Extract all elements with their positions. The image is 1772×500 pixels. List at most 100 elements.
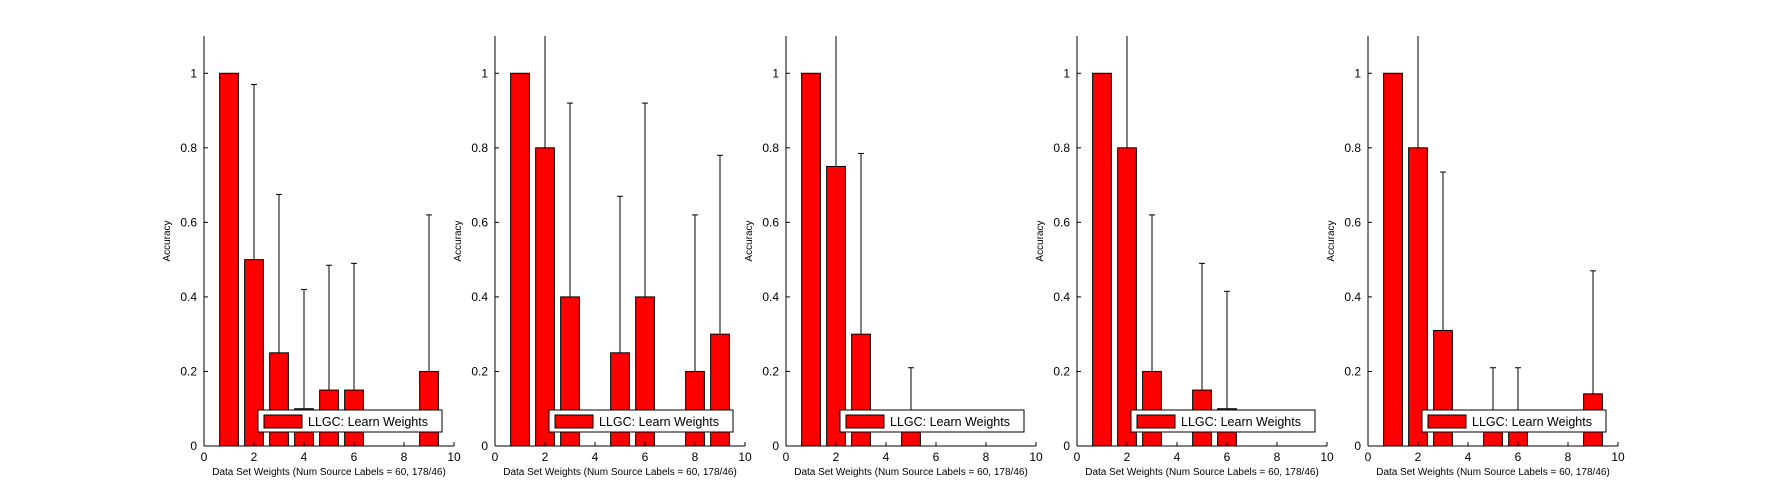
y-tick-label: 0.2 <box>762 364 779 378</box>
x-tick-label: 6 <box>1515 450 1522 464</box>
bar <box>685 370 705 447</box>
bar <box>1383 72 1403 447</box>
legend-box <box>1130 409 1316 433</box>
legend-swatch <box>1427 414 1467 429</box>
bar <box>801 72 821 447</box>
y-tick-label: 1 <box>772 66 779 80</box>
x-tick-label: 0 <box>783 450 790 464</box>
legend-box <box>257 409 443 433</box>
legend-label: LLGC: Learn Weights <box>599 415 719 429</box>
x-tick-label: 8 <box>1274 450 1281 464</box>
x-tick-label: 8 <box>692 450 699 464</box>
bar <box>826 165 846 447</box>
y-axis-label: Accuracy <box>1035 220 1046 261</box>
x-tick-label: 2 <box>833 450 840 464</box>
y-tick-label: 0 <box>1063 439 1070 453</box>
x-tick-label: 8 <box>983 450 990 464</box>
bar <box>1142 370 1162 447</box>
y-tick-label: 0.6 <box>471 215 488 229</box>
y-tick-label: 0.4 <box>180 290 197 304</box>
x-axis-label: Data Set Weights (Num Source Labels = 60… <box>503 467 737 478</box>
y-tick-label: 0 <box>481 439 488 453</box>
x-axis-label: Data Set Weights (Num Source Labels = 60… <box>794 467 1028 478</box>
legend-swatch <box>1136 414 1176 429</box>
x-tick-label: 2 <box>251 450 258 464</box>
y-tick-label: 1 <box>481 66 488 80</box>
x-tick-label: 10 <box>447 450 461 464</box>
y-tick-label: 0.6 <box>1053 215 1070 229</box>
x-tick-label: 8 <box>401 450 408 464</box>
x-tick-label: 10 <box>1320 450 1334 464</box>
y-tick-label: 0.4 <box>1053 290 1070 304</box>
chart-panel-4: 0 2 4 6 8 10 0 0.2 0.4 0.6 0.8 1 Data Set Weights (N… <box>1035 36 1334 478</box>
legend-label: LLGC: Learn Weights <box>1472 415 1592 429</box>
x-axis-label: Data Set Weights (Num Source Labels = 60… <box>212 467 446 478</box>
chart-panel-2: 0 2 4 6 8 10 0 0.2 0.4 0.6 0.8 1 Data Set Weights (N… <box>453 36 752 478</box>
y-tick-label: 0.4 <box>471 290 488 304</box>
bar <box>219 72 239 447</box>
x-tick-label: 0 <box>201 450 208 464</box>
y-tick-label: 0 <box>190 439 197 453</box>
y-tick-label: 0.2 <box>1053 364 1070 378</box>
legend-box <box>548 409 734 433</box>
chart-panel-5: 0 2 4 6 8 10 0 0.2 0.4 0.6 0.8 1 Data Set Weights (N… <box>1326 36 1625 478</box>
legend-swatch <box>845 414 885 429</box>
legend: LLGC: Learn Weights <box>257 409 443 433</box>
bar <box>419 370 439 447</box>
y-tick-label: 1 <box>1063 66 1070 80</box>
bar <box>1117 147 1137 447</box>
x-tick-label: 4 <box>1174 450 1181 464</box>
x-tick-label: 0 <box>1074 450 1081 464</box>
bar <box>535 147 555 447</box>
x-tick-label: 4 <box>1465 450 1472 464</box>
y-tick-label: 0.6 <box>762 215 779 229</box>
y-tick-label: 0.4 <box>762 290 779 304</box>
y-tick-label: 0 <box>1354 439 1361 453</box>
y-tick-label: 0.6 <box>1344 215 1361 229</box>
y-tick-label: 0.8 <box>180 141 197 155</box>
y-axis-label: Accuracy <box>1326 220 1337 261</box>
x-tick-label: 10 <box>1611 450 1625 464</box>
y-tick-label: 0.2 <box>180 364 197 378</box>
y-tick-label: 0.8 <box>1344 141 1361 155</box>
y-axis-label: Accuracy <box>453 220 464 261</box>
x-tick-label: 2 <box>1124 450 1131 464</box>
bar <box>1092 72 1112 447</box>
y-tick-label: 0.4 <box>1344 290 1361 304</box>
legend: LLGC: Learn Weights <box>839 409 1025 433</box>
x-axis-label: Data Set Weights (Num Source Labels = 60… <box>1376 467 1610 478</box>
y-tick-label: 0.8 <box>471 141 488 155</box>
legend-swatch <box>263 414 303 429</box>
x-tick-label: 0 <box>1365 450 1372 464</box>
legend: LLGC: Learn Weights <box>1130 409 1316 433</box>
x-tick-label: 4 <box>301 450 308 464</box>
y-tick-label: 0.8 <box>1053 141 1070 155</box>
x-tick-label: 4 <box>883 450 890 464</box>
x-tick-label: 4 <box>592 450 599 464</box>
legend: LLGC: Learn Weights <box>548 409 734 433</box>
x-tick-label: 6 <box>642 450 649 464</box>
x-axis-label: Data Set Weights (Num Source Labels = 60… <box>1085 467 1319 478</box>
x-tick-label: 2 <box>1415 450 1422 464</box>
x-tick-label: 8 <box>1565 450 1572 464</box>
y-tick-label: 0 <box>772 439 779 453</box>
y-tick-label: 1 <box>1354 66 1361 80</box>
x-tick-label: 10 <box>1029 450 1043 464</box>
legend-label: LLGC: Learn Weights <box>1181 415 1301 429</box>
x-tick-label: 6 <box>351 450 358 464</box>
x-tick-label: 6 <box>1224 450 1231 464</box>
bar <box>510 72 530 447</box>
legend-box <box>839 409 1025 433</box>
y-tick-label: 0.6 <box>180 215 197 229</box>
chart-panel-3: 0 2 4 6 8 10 0 0.2 0.4 0.6 0.8 1 Data Set Weights (N… <box>744 36 1043 478</box>
legend-label: LLGC: Learn Weights <box>308 415 428 429</box>
chart-panel-1: 0 2 4 6 8 10 0 0.2 0.4 0.6 0.8 1 Data Set Weights (N… <box>162 36 461 478</box>
y-tick-label: 0.2 <box>1344 364 1361 378</box>
y-tick-label: 0.2 <box>471 364 488 378</box>
x-tick-label: 0 <box>492 450 499 464</box>
legend-box <box>1421 409 1607 433</box>
y-tick-label: 1 <box>190 66 197 80</box>
y-axis-label: Accuracy <box>744 220 755 261</box>
legend: LLGC: Learn Weights <box>1421 409 1607 433</box>
